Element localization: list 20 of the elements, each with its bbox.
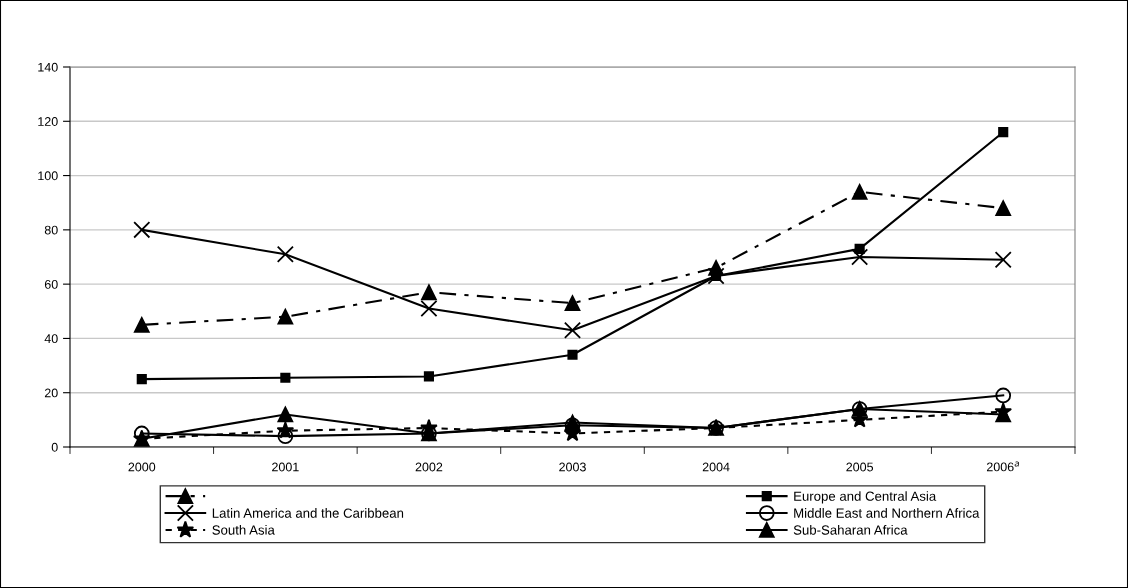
x-tick-label: 2000 <box>128 462 156 472</box>
x-tick-label: 2005 <box>846 462 874 472</box>
legend-label: Europe and Central Asia <box>794 491 937 504</box>
x-tick-label: 2002 <box>415 462 443 472</box>
y-tick-label: 40 <box>44 334 58 344</box>
legend-label: Sub-Saharan Africa <box>793 525 908 535</box>
y-tick-label: 100 <box>38 171 58 181</box>
y-tick-label: 140 <box>38 62 58 72</box>
x-tick-label: 2001 <box>272 462 299 472</box>
x-tick-label: 2006$^{a}$ <box>986 461 1020 472</box>
y-tick-label: 120 <box>38 117 58 126</box>
legend-label: Latin America and the Caribbean <box>212 508 404 518</box>
legend-label: South Asia <box>212 525 275 535</box>
x-tick-label: 2004 <box>702 462 730 472</box>
x-tick-label: 2003 <box>559 462 586 472</box>
legend-label: Middle East and Northern Africa <box>794 508 980 518</box>
y-tick-label: 80 <box>44 225 58 235</box>
y-tick-label: 20 <box>44 388 58 398</box>
y-tick-label: 0 <box>51 442 58 452</box>
y-tick-label: 60 <box>44 279 58 289</box>
